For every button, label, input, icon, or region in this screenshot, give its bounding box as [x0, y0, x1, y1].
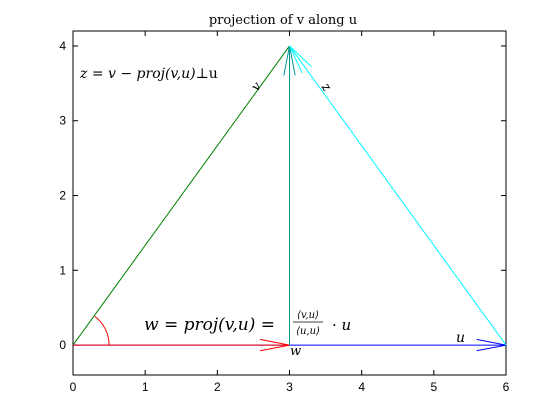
x-tick-label: 3	[286, 380, 293, 394]
label-w: w	[290, 344, 301, 359]
fraction-denominator: ⟨u,u⟩	[296, 326, 320, 337]
z-formula-left: z = v − proj(v,u)	[79, 66, 196, 82]
x-tick-label: 6	[503, 380, 510, 394]
y-tick-label: 0	[59, 338, 66, 352]
annotation-layer: z = v − proj(v,u)⊥u w = proj(v,u) = ⟨v,u…	[79, 66, 465, 359]
perp-u-text: ⊥u	[196, 66, 218, 82]
chart-title: projection of v along u	[209, 13, 357, 28]
x-tick-label: 2	[214, 380, 221, 394]
angle-arc	[94, 315, 110, 346]
vector-layer	[72, 45, 507, 352]
x-tick-label: 0	[70, 380, 77, 394]
fraction-numerator: ⟨v,u⟩	[297, 310, 319, 321]
w-formula-left: w = proj(v,u) =	[144, 315, 275, 335]
x-tick-label: 5	[430, 380, 437, 394]
y-tick-label: 2	[59, 189, 66, 203]
y-tick-label: 4	[59, 39, 66, 53]
y-tick-label: 1	[59, 263, 66, 277]
z-formula: z = v − proj(v,u)⊥u	[79, 66, 218, 82]
label-u: u	[456, 330, 465, 346]
x-tick-label: 4	[358, 380, 365, 394]
vector-v-line	[72, 45, 290, 346]
vector-v-minus-u-line	[289, 45, 507, 346]
fraction-tail: · u	[332, 316, 351, 334]
y-tick-label: 3	[59, 114, 66, 128]
axis-ticks: 0 1 2 3 4 5 6 0 1 2 3 4	[59, 31, 510, 394]
x-tick-label: 1	[142, 380, 149, 394]
vector-v-minus-u-arrowhead	[289, 45, 312, 74]
